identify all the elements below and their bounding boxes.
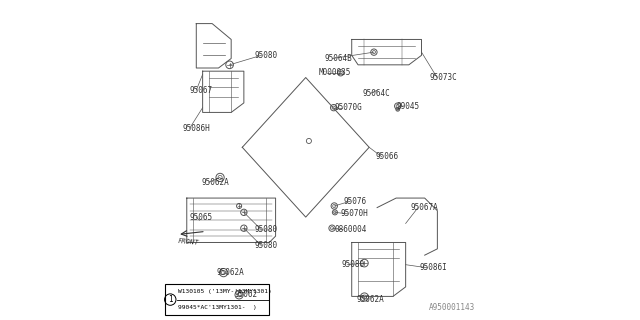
Text: 95086I: 95086I [420,263,447,272]
Text: FRONT: FRONT [177,238,199,245]
Text: 95080: 95080 [255,241,278,250]
Text: 95062A: 95062A [201,178,228,187]
Text: M000035: M000035 [319,68,351,77]
Text: 95086H: 95086H [182,124,210,133]
Text: 95070H: 95070H [340,209,369,219]
Text: 95073C: 95073C [429,73,457,82]
Text: 99045: 99045 [396,101,419,111]
Text: 95067: 95067 [190,86,213,95]
Text: 95080: 95080 [341,260,364,269]
Text: 95066: 95066 [376,152,399,161]
Text: 95062A: 95062A [217,268,244,277]
Text: 95080: 95080 [255,51,278,60]
Text: 95070G: 95070G [334,103,362,112]
Text: 95062A: 95062A [356,295,384,304]
Text: 0860004: 0860004 [334,225,367,234]
Text: W130105 ('13MY-'13MY1301): W130105 ('13MY-'13MY1301) [178,289,271,294]
Text: 1: 1 [168,295,173,304]
Text: 95065: 95065 [190,212,213,222]
Text: 95067A: 95067A [410,203,438,212]
Text: 95064B: 95064B [324,54,353,63]
Text: 95080: 95080 [255,225,278,234]
Text: A950001143: A950001143 [429,303,476,312]
Text: 95064C: 95064C [363,89,390,98]
Text: 95062: 95062 [234,290,257,299]
Text: 99045*AC'13MY1301-  ): 99045*AC'13MY1301- ) [178,305,257,310]
Text: 95076: 95076 [344,197,367,206]
